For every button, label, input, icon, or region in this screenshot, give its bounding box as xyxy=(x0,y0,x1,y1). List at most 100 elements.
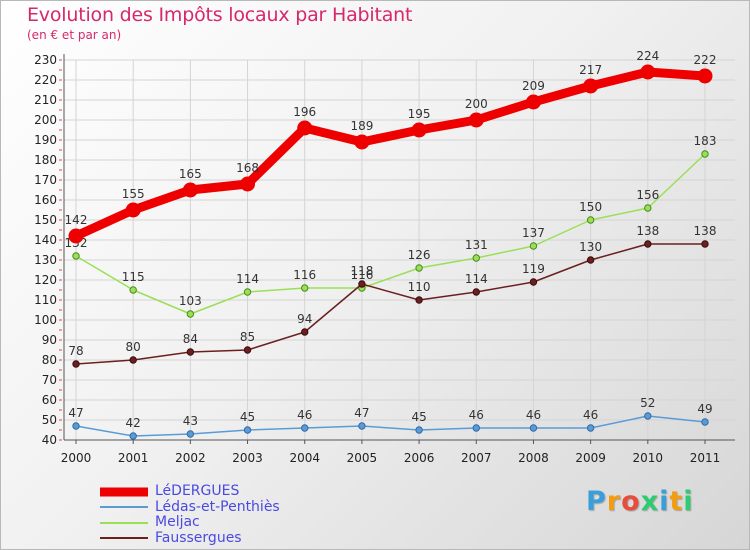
data-label-s0-4: 196 xyxy=(293,105,316,119)
legend-item-3: Faussergues xyxy=(100,530,280,547)
data-point-s2-0 xyxy=(72,252,80,260)
y-tick-label-6: 100 xyxy=(34,313,57,327)
x-tick-label-6: 2006 xyxy=(404,451,435,465)
data-point-s2-1 xyxy=(129,286,137,294)
data-point-s3-11 xyxy=(701,240,709,248)
y-tick-label-0: 40 xyxy=(42,433,57,447)
y-tick-label-5: 90 xyxy=(42,333,57,347)
data-point-s0-11 xyxy=(697,68,713,84)
data-label-s1-1: 42 xyxy=(126,416,141,430)
line-chart: 40 50 60 70 80 90 100 110 120 130 140 150 160 170 180 1… xyxy=(34,49,735,465)
data-label-s2-9: 150 xyxy=(579,200,602,214)
legend-label-0: LéDERGUES xyxy=(155,483,240,499)
data-point-s1-9 xyxy=(586,424,595,432)
data-label-s1-3: 45 xyxy=(240,410,255,424)
data-point-s1-7 xyxy=(472,424,480,432)
data-label-s0-3: 168 xyxy=(236,161,259,175)
legend-swatch-3 xyxy=(100,537,148,540)
data-label-s3-9: 130 xyxy=(579,240,602,254)
data-point-s3-6 xyxy=(415,296,423,304)
y-tick-label-2: 60 xyxy=(42,393,57,407)
logo-letter-0: P xyxy=(586,486,607,517)
y-tick-label-18: 220 xyxy=(34,73,57,87)
data-label-s3-10: 138 xyxy=(636,224,659,238)
data-point-s2-7 xyxy=(472,254,480,262)
data-label-s0-0: 142 xyxy=(65,213,88,227)
data-point-s3-7 xyxy=(472,288,480,296)
data-label-s2-6: 126 xyxy=(408,248,431,262)
data-point-s3-5 xyxy=(358,280,366,288)
y-tick-label-13: 170 xyxy=(34,173,57,187)
data-point-s3-1 xyxy=(129,356,137,364)
data-label-s2-1: 115 xyxy=(122,270,145,284)
data-point-s2-4 xyxy=(301,284,309,292)
data-point-s3-10 xyxy=(644,240,652,248)
data-point-s3-8 xyxy=(529,278,538,286)
data-label-s3-6: 110 xyxy=(408,280,431,294)
logo-letter-3: x xyxy=(640,486,660,517)
data-point-s2-8 xyxy=(529,242,538,250)
data-point-s3-0 xyxy=(72,360,80,368)
data-label-s2-4: 116 xyxy=(293,268,316,282)
data-point-s1-4 xyxy=(301,424,309,432)
data-label-s1-0: 47 xyxy=(68,406,83,420)
y-tick-label-8: 120 xyxy=(34,273,57,287)
series-line-3 xyxy=(75,243,706,365)
chart-subtitle: (en € et par an) xyxy=(27,28,122,42)
data-point-s2-3 xyxy=(243,288,252,296)
legend-item-2: Meljac xyxy=(100,514,280,531)
chart-title: Evolution des Impôts locaux par Habitant xyxy=(27,4,413,26)
x-tick-label-11: 2011 xyxy=(690,451,721,465)
data-label-s2-11: 183 xyxy=(694,134,717,148)
data-point-s1-5 xyxy=(358,422,366,430)
y-tick-label-11: 150 xyxy=(34,213,57,227)
data-label-s3-2: 84 xyxy=(183,332,198,346)
data-label-s3-3: 85 xyxy=(240,330,255,344)
data-point-s2-11 xyxy=(701,150,709,158)
logo-letter-5: t xyxy=(669,486,684,517)
data-label-s2-10: 156 xyxy=(636,188,659,202)
data-point-s3-3 xyxy=(243,346,252,354)
y-tick-label-10: 140 xyxy=(34,233,57,247)
data-label-s1-9: 46 xyxy=(583,408,598,422)
data-point-s1-1 xyxy=(129,432,137,440)
data-label-s1-2: 43 xyxy=(183,414,198,428)
data-point-s0-4 xyxy=(297,120,313,136)
data-point-s0-7 xyxy=(468,112,484,128)
data-label-s0-7: 200 xyxy=(465,97,488,111)
series-line-1 xyxy=(75,415,706,437)
data-label-s2-3: 114 xyxy=(236,272,259,286)
y-tick-label-19: 230 xyxy=(34,53,57,67)
data-label-s0-9: 217 xyxy=(579,63,602,77)
data-point-s3-4 xyxy=(301,328,309,336)
legend-item-1: Lédas-et-Penthiès xyxy=(100,498,280,516)
data-label-s2-8: 137 xyxy=(522,226,545,240)
data-label-s3-5: 118 xyxy=(350,264,373,278)
data-label-s3-4: 94 xyxy=(297,312,312,326)
series-line-0 xyxy=(71,67,710,241)
data-point-s1-10 xyxy=(644,412,652,420)
logo-letter-6: i xyxy=(683,486,694,517)
data-point-s0-10 xyxy=(640,64,656,80)
data-point-s1-0 xyxy=(72,422,80,430)
data-point-s1-11 xyxy=(701,418,709,426)
legend-swatch-0 xyxy=(100,487,148,497)
x-tick-label-0: 2000 xyxy=(61,451,92,465)
data-label-s1-6: 45 xyxy=(411,410,426,424)
chart-legend: LéDERGUES Lédas-et-Penthiès Meljac Fausserg… xyxy=(100,483,280,547)
data-point-s0-1 xyxy=(125,202,141,218)
data-point-s0-9 xyxy=(583,78,599,94)
series-line-2 xyxy=(75,153,706,315)
data-label-s2-2: 103 xyxy=(179,294,202,308)
y-tick-label-1: 50 xyxy=(42,413,57,427)
data-point-s1-3 xyxy=(243,426,252,434)
data-label-s3-1: 80 xyxy=(126,340,141,354)
data-point-s0-5 xyxy=(354,134,370,150)
x-tick-label-5: 2005 xyxy=(347,451,378,465)
legend-label-1: Lédas-et-Penthiès xyxy=(155,498,280,515)
legend-swatch-2 xyxy=(100,521,148,524)
data-point-s3-9 xyxy=(586,256,595,264)
data-label-s0-1: 155 xyxy=(122,187,145,201)
y-tick-label-14: 180 xyxy=(34,153,57,167)
